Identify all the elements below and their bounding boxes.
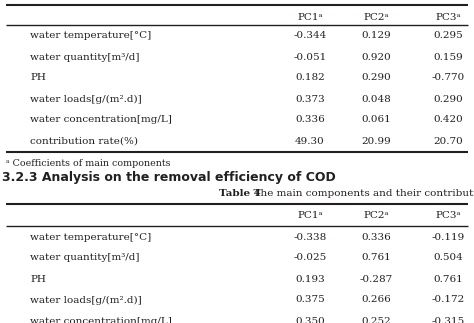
Text: 0.420: 0.420	[433, 116, 463, 124]
Text: 0.290: 0.290	[361, 74, 391, 82]
Text: 0.504: 0.504	[433, 254, 463, 263]
Text: 20.70: 20.70	[433, 137, 463, 145]
Text: PC1ᵃ: PC1ᵃ	[297, 13, 323, 22]
Text: -0.172: -0.172	[431, 296, 465, 305]
Text: ᵃ Coefficients of main components: ᵃ Coefficients of main components	[6, 159, 171, 168]
Text: 0.266: 0.266	[361, 296, 391, 305]
Text: water loads[g/(m².d)]: water loads[g/(m².d)]	[30, 296, 142, 305]
Text: 0.761: 0.761	[433, 275, 463, 284]
Text: 0.193: 0.193	[295, 275, 325, 284]
Text: PC1ᵃ: PC1ᵃ	[297, 212, 323, 221]
Text: water concentration[mg/L]: water concentration[mg/L]	[30, 317, 172, 323]
Text: water quantity[m³/d]: water quantity[m³/d]	[30, 254, 139, 263]
Text: 0.373: 0.373	[295, 95, 325, 103]
Text: 0.336: 0.336	[361, 233, 391, 242]
Text: PH: PH	[30, 74, 46, 82]
Text: 49.30: 49.30	[295, 137, 325, 145]
Text: 0.375: 0.375	[295, 296, 325, 305]
Text: -0.770: -0.770	[431, 74, 465, 82]
Text: -0.119: -0.119	[431, 233, 465, 242]
Text: -0.338: -0.338	[293, 233, 327, 242]
Text: 0.061: 0.061	[361, 116, 391, 124]
Text: The main components and their contributions of COD removal rate: The main components and their contributi…	[247, 190, 474, 199]
Text: PC2ᵃ: PC2ᵃ	[363, 13, 389, 22]
Text: PC3ᵃ: PC3ᵃ	[435, 13, 461, 22]
Text: 0.159: 0.159	[433, 53, 463, 61]
Text: 0.761: 0.761	[361, 254, 391, 263]
Text: 0.920: 0.920	[361, 53, 391, 61]
Text: 0.048: 0.048	[361, 95, 391, 103]
Text: water concentration[mg/L]: water concentration[mg/L]	[30, 116, 172, 124]
Text: 0.252: 0.252	[361, 317, 391, 323]
Text: PC2ᵃ: PC2ᵃ	[363, 212, 389, 221]
Text: 20.99: 20.99	[361, 137, 391, 145]
Text: water quantity[m³/d]: water quantity[m³/d]	[30, 53, 139, 61]
Text: PC3ᵃ: PC3ᵃ	[435, 212, 461, 221]
Text: Table 4: Table 4	[219, 190, 261, 199]
Text: 0.295: 0.295	[433, 32, 463, 40]
Text: contribution rate(%): contribution rate(%)	[30, 137, 138, 145]
Text: 0.290: 0.290	[433, 95, 463, 103]
Text: -0.315: -0.315	[431, 317, 465, 323]
Text: 3.2.3 Analysis on the removal efficiency of COD: 3.2.3 Analysis on the removal efficiency…	[2, 172, 336, 184]
Text: 0.336: 0.336	[295, 116, 325, 124]
Text: water temperature[°C]: water temperature[°C]	[30, 32, 151, 40]
Text: -0.344: -0.344	[293, 32, 327, 40]
Text: -0.025: -0.025	[293, 254, 327, 263]
Text: -0.287: -0.287	[359, 275, 392, 284]
Text: 0.350: 0.350	[295, 317, 325, 323]
Text: 0.182: 0.182	[295, 74, 325, 82]
Text: PH: PH	[30, 275, 46, 284]
Text: water loads[g/(m².d)]: water loads[g/(m².d)]	[30, 94, 142, 104]
Text: water temperature[°C]: water temperature[°C]	[30, 233, 151, 242]
Text: -0.051: -0.051	[293, 53, 327, 61]
Text: 0.129: 0.129	[361, 32, 391, 40]
